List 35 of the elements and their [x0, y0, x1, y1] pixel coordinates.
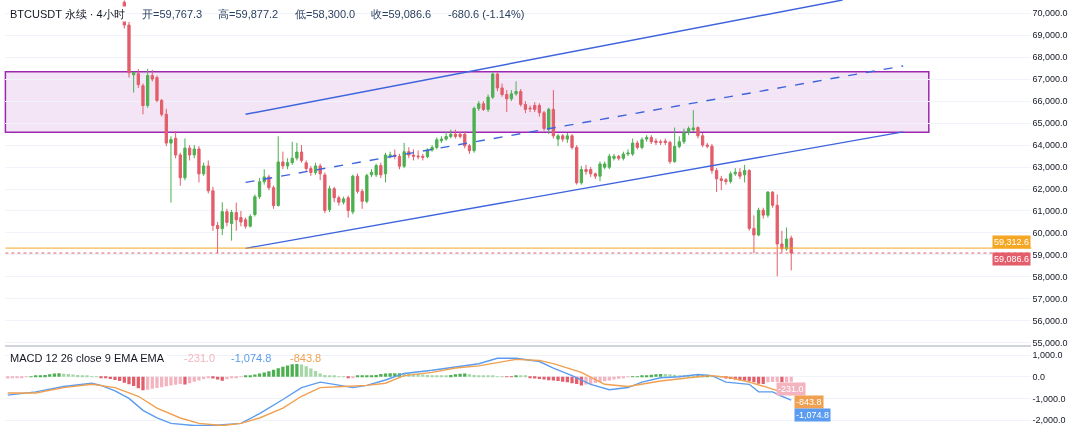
data-label: -231.0	[778, 384, 804, 394]
y-tick-label: 1,000.0	[1032, 350, 1063, 361]
annotation: -843.8	[290, 352, 322, 364]
y-tick-label: -1,000.0	[1032, 393, 1066, 404]
y-tick-label: 65,000.0	[1032, 118, 1068, 129]
annotation: 收=59,086.6	[371, 8, 432, 20]
annotation: -680.6 (-1.14%)	[448, 8, 525, 20]
y-tick-label: 67,000.0	[1032, 74, 1068, 85]
y-tick-label: 69,000.0	[1032, 30, 1068, 41]
annotation: -1,074.8	[231, 352, 272, 364]
annotation: 开=59,767.3	[142, 8, 203, 20]
y-tick-label: 59,000.0	[1032, 250, 1068, 261]
y-tick-label: 62,000.0	[1032, 184, 1068, 195]
y-tick-label: 58,000.0	[1032, 272, 1068, 283]
data-label: -843.8	[796, 397, 822, 407]
y-tick-label: 70,000.0	[1032, 8, 1068, 19]
annotation: -231.0	[184, 352, 216, 364]
y-tick-label: 63,000.0	[1032, 162, 1068, 173]
y-tick-label: 60,000.0	[1032, 228, 1068, 239]
y-tick-label: 0.0	[1032, 371, 1045, 382]
y-tick-label: 55,000.0	[1032, 338, 1068, 349]
y-tick-label: 66,000.0	[1032, 96, 1068, 107]
chart-title: MACD 12 26 close 9 EMA EMA	[10, 352, 165, 364]
annotation: 低=58,300.0	[295, 8, 356, 20]
text: BTCUSDT 永续 · 4小时	[10, 8, 125, 20]
annotation: 高=59,877.2	[218, 8, 279, 20]
ref-line-label: 59,086.6	[994, 254, 1030, 264]
y-tick-label: 56,000.0	[1032, 316, 1068, 327]
y-tick-label: -2,000.0	[1032, 415, 1066, 426]
ref-line-label: 59,312.6	[994, 237, 1030, 247]
data-label: -1,074.8	[796, 410, 830, 420]
y-tick-label: 64,000.0	[1032, 140, 1068, 151]
y-tick-label: 61,000.0	[1032, 206, 1068, 217]
y-tick-label: 68,000.0	[1032, 52, 1068, 63]
y-tick-label: 57,000.0	[1032, 294, 1068, 305]
